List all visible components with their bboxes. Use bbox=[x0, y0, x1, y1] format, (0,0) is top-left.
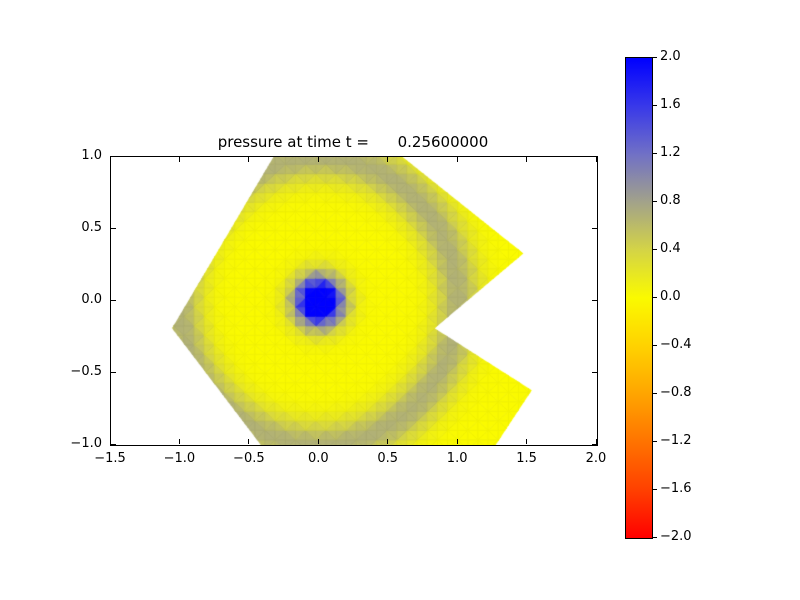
x-tick-label: 2.0 bbox=[585, 451, 607, 466]
x-tick-mark bbox=[526, 439, 528, 444]
colorbar-tick-label: −1.6 bbox=[660, 481, 692, 496]
x-tick-mark bbox=[456, 439, 458, 444]
x-tick-mark-top bbox=[109, 157, 111, 162]
y-tick-mark bbox=[111, 227, 116, 229]
colorbar-tick-mark bbox=[653, 488, 657, 490]
x-tick-mark-top bbox=[317, 157, 319, 162]
colorbar-tick-label: 1.6 bbox=[660, 97, 681, 112]
x-tick-mark-top bbox=[526, 157, 528, 162]
colorbar-gradient bbox=[626, 58, 652, 538]
y-tick-label: −0.5 bbox=[70, 364, 102, 379]
x-tick-mark-top bbox=[178, 157, 180, 162]
y-tick-mark-right bbox=[592, 227, 597, 229]
x-tick-mark bbox=[317, 439, 319, 444]
colorbar-tick-mark bbox=[653, 296, 657, 298]
colorbar-tick-mark bbox=[653, 440, 657, 442]
colorbar bbox=[625, 57, 653, 539]
colorbar-tick-mark bbox=[653, 392, 657, 394]
x-tick-mark-top bbox=[456, 157, 458, 162]
colorbar-tick-label: −1.2 bbox=[660, 433, 692, 448]
colorbar-tick-label: 0.8 bbox=[660, 193, 681, 208]
colorbar-tick-mark bbox=[653, 344, 657, 346]
x-tick-label: −1.5 bbox=[94, 451, 126, 466]
colorbar-tick-mark bbox=[653, 200, 657, 202]
colorbar-tick-mark bbox=[653, 536, 657, 538]
plot-axes bbox=[110, 156, 598, 446]
y-tick-label: 1.0 bbox=[81, 148, 102, 163]
x-tick-mark bbox=[248, 439, 250, 444]
colorbar-tick-label: −2.0 bbox=[660, 529, 692, 544]
x-tick-mark bbox=[595, 439, 597, 444]
x-tick-mark-top bbox=[248, 157, 250, 162]
y-tick-label: 0.0 bbox=[81, 292, 102, 307]
y-tick-mark bbox=[111, 371, 116, 373]
x-tick-mark bbox=[387, 439, 389, 444]
pressure-field-heatmap bbox=[111, 157, 597, 445]
x-tick-mark bbox=[109, 439, 111, 444]
x-tick-label: −0.5 bbox=[233, 451, 265, 466]
x-tick-mark-top bbox=[595, 157, 597, 162]
y-tick-mark bbox=[111, 299, 116, 301]
x-tick-mark-top bbox=[387, 157, 389, 162]
colorbar-tick-mark bbox=[653, 152, 657, 154]
colorbar-tick-label: −0.4 bbox=[660, 337, 692, 352]
y-tick-label: −1.0 bbox=[70, 436, 102, 451]
y-tick-mark-right bbox=[592, 371, 597, 373]
y-tick-mark-right bbox=[592, 155, 597, 157]
colorbar-tick-label: 1.2 bbox=[660, 145, 681, 160]
y-tick-mark-right bbox=[592, 443, 597, 445]
x-tick-mark bbox=[178, 439, 180, 444]
colorbar-tick-mark bbox=[653, 56, 657, 58]
chart-title: pressure at time t = 0.25600000 bbox=[217, 133, 489, 151]
colorbar-tick-label: 0.0 bbox=[660, 289, 681, 304]
x-tick-label: −1.0 bbox=[163, 451, 196, 466]
x-tick-label: 0.0 bbox=[307, 451, 329, 466]
y-tick-label: 0.5 bbox=[81, 220, 102, 235]
colorbar-tick-label: 2.0 bbox=[660, 49, 681, 64]
x-tick-label: 0.5 bbox=[377, 451, 399, 466]
x-tick-label: 1.0 bbox=[446, 451, 468, 466]
y-tick-mark bbox=[111, 443, 116, 445]
colorbar-tick-mark bbox=[653, 248, 657, 250]
colorbar-tick-label: −0.8 bbox=[660, 385, 692, 400]
colorbar-tick-mark bbox=[653, 104, 657, 106]
colorbar-tick-label: 0.4 bbox=[660, 241, 681, 256]
x-tick-label: 1.5 bbox=[516, 451, 537, 466]
y-tick-mark-right bbox=[592, 299, 597, 301]
y-tick-mark bbox=[111, 155, 116, 157]
